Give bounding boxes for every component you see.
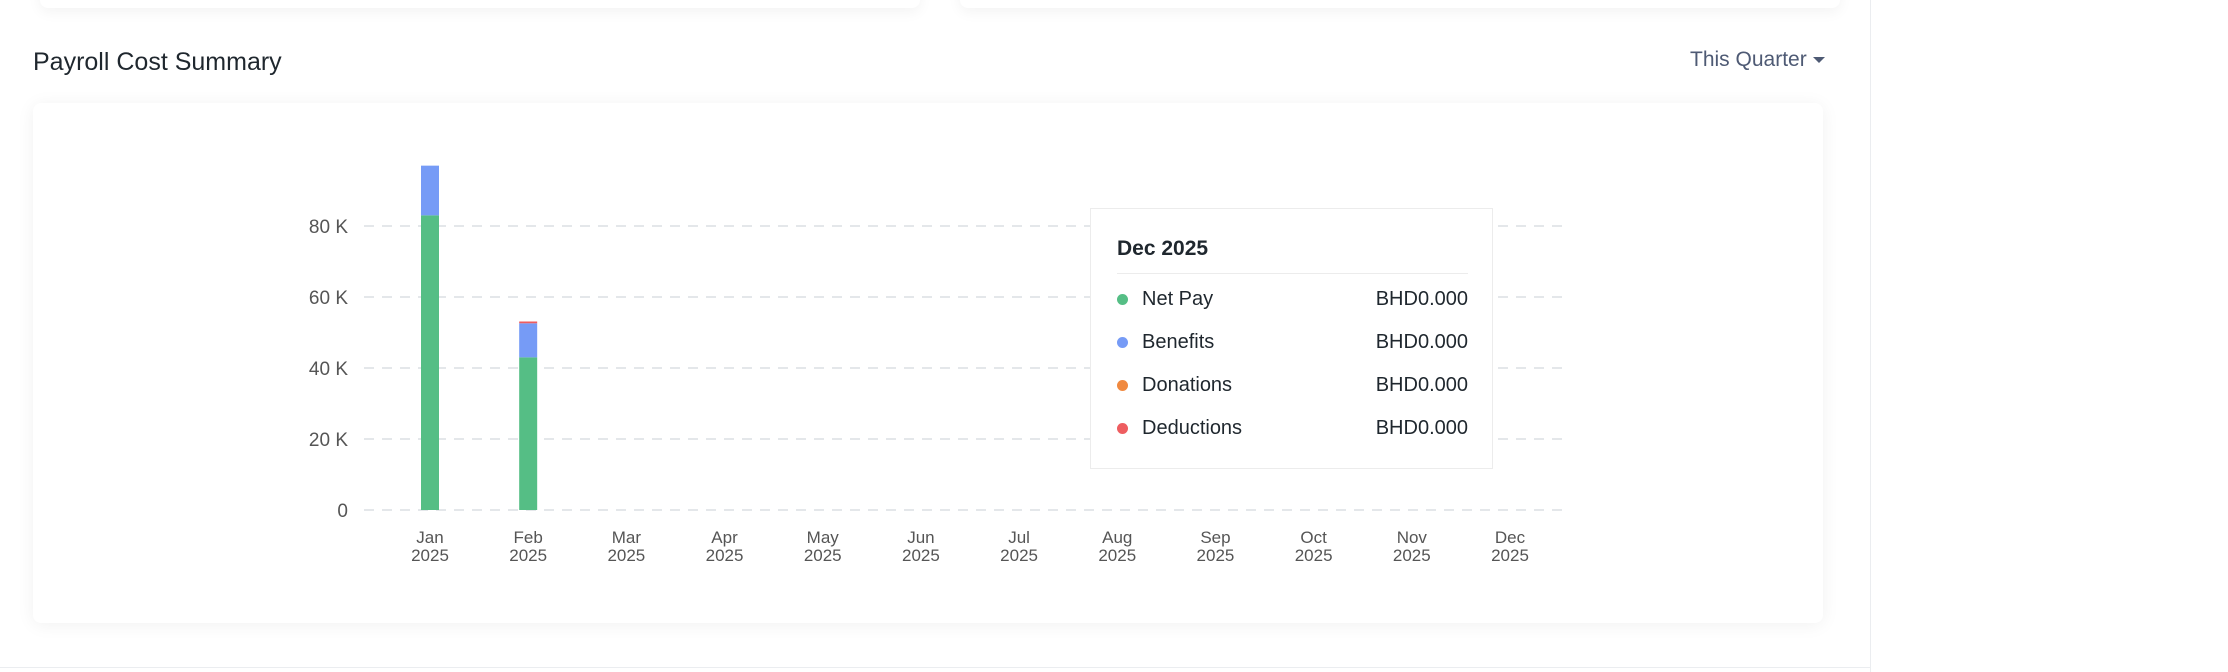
x-tick-label: Apr 2025 <box>706 528 744 565</box>
x-tick-label: Mar 2025 <box>607 528 645 565</box>
bar-deductions[interactable] <box>519 321 538 324</box>
tooltip-value: BHD0.000 <box>1375 417 1468 439</box>
card-above-right <box>960 0 1840 8</box>
chart-card <box>33 103 1823 623</box>
series-dot-icon <box>1117 337 1128 348</box>
x-tick-label: Jan 2025 <box>411 528 449 565</box>
caret-down-icon <box>1812 57 1825 63</box>
tooltip-label: Donations <box>1142 374 1233 396</box>
bar-benefits[interactable] <box>519 323 538 358</box>
period-label: This Quarter <box>1690 48 1807 71</box>
card-above-left <box>40 0 920 8</box>
y-tick-label: 20 K <box>309 430 348 451</box>
page-title: Payroll Cost Summary <box>33 48 282 76</box>
tooltip-row: Donations BHD0.000 <box>1117 364 1468 407</box>
bar-net-pay[interactable] <box>421 215 439 510</box>
x-tick-label: Aug 2025 <box>1098 528 1136 565</box>
y-tick-label: 80 K <box>309 217 348 238</box>
tooltip-label: Deductions <box>1142 417 1243 439</box>
x-tick-label: Feb 2025 <box>509 528 547 565</box>
bar-net-pay[interactable] <box>519 357 538 510</box>
tooltip-value: BHD0.000 <box>1375 374 1468 396</box>
x-tick-label: Jun 2025 <box>902 528 940 565</box>
tooltip-label: Net Pay <box>1142 288 1214 310</box>
x-tick-label: May 2025 <box>804 528 842 565</box>
x-tick-label: Sep 2025 <box>1197 528 1235 565</box>
series-dot-icon <box>1117 294 1128 305</box>
tooltip-row: Deductions BHD0.000 <box>1117 407 1468 450</box>
period-dropdown[interactable]: This Quarter <box>1690 48 1825 72</box>
bottom-divider <box>0 667 1870 668</box>
tooltip-title: Dec 2025 <box>1117 237 1468 274</box>
x-tick-label: Dec 2025 <box>1491 528 1529 565</box>
y-tick-label: 40 K <box>309 359 348 380</box>
x-tick-label: Nov 2025 <box>1393 528 1431 565</box>
tooltip-value: BHD0.000 <box>1375 331 1468 353</box>
tooltip-value: BHD0.000 <box>1375 288 1468 310</box>
chart-tooltip: Dec 2025 Net Pay BHD0.000 Benefits BHD0.… <box>1090 208 1493 469</box>
sidebar-divider <box>1870 0 1871 672</box>
tooltip-row: Net Pay BHD0.000 <box>1117 278 1468 321</box>
series-dot-icon <box>1117 423 1128 434</box>
bar-benefits[interactable] <box>421 165 439 216</box>
x-tick-label: Jul 2025 <box>1000 528 1038 565</box>
x-tick-label: Oct 2025 <box>1295 528 1333 565</box>
y-tick-label: 60 K <box>309 288 348 309</box>
y-tick-label: 0 <box>337 501 348 522</box>
tooltip-label: Benefits <box>1142 331 1215 353</box>
tooltip-row: Benefits BHD0.000 <box>1117 321 1468 364</box>
series-dot-icon <box>1117 380 1128 391</box>
